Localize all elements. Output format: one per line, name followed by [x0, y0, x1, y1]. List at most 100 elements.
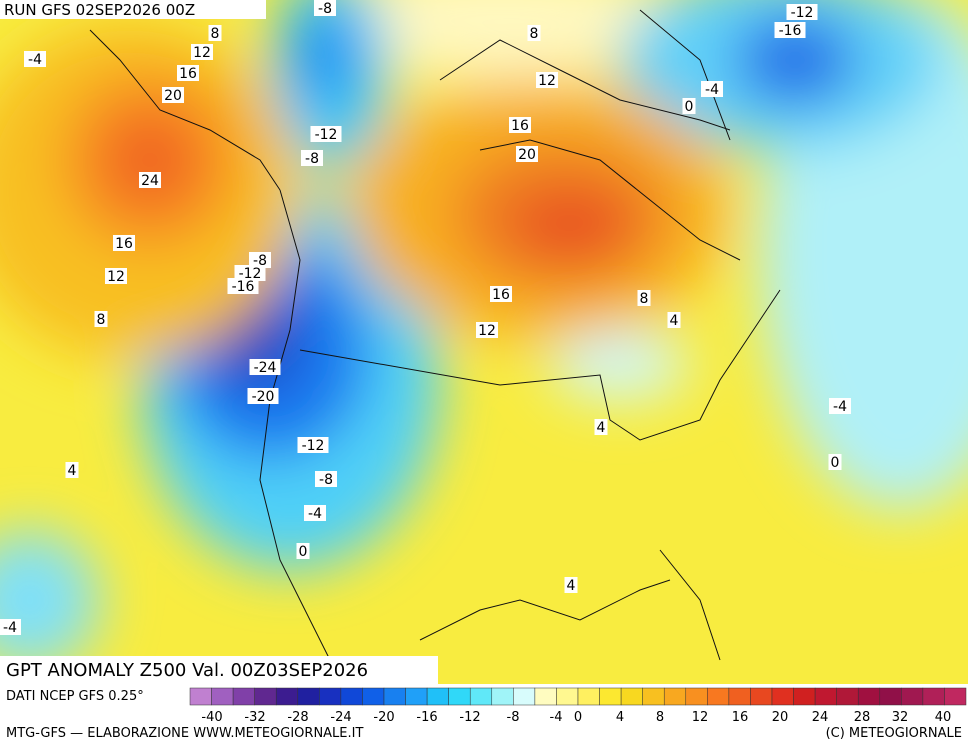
colorbar-swatch [728, 687, 751, 706]
contour-label: 12 [478, 323, 496, 339]
colorbar-label: -20 [373, 710, 394, 725]
contour-label: 0 [299, 544, 308, 560]
contour-label: -4 [28, 52, 42, 68]
colorbar-swatch [814, 687, 837, 706]
contour-label-bg [667, 312, 681, 328]
contour-label: -8 [319, 472, 333, 488]
colorbar-swatch [189, 687, 212, 706]
contour-label-bg [105, 268, 127, 284]
contour-label: -4 [833, 399, 847, 415]
colorbar-swatch [599, 687, 622, 706]
copyright: (C) METEOGIORNALE [826, 726, 962, 741]
contour-label-bg [828, 454, 842, 470]
contour-label: 12 [538, 73, 556, 89]
colorbar-swatch [685, 687, 708, 706]
colorbar-label: 32 [892, 710, 909, 725]
colorbar-swatch [750, 687, 773, 706]
colorbar-label: -24 [330, 710, 351, 725]
colorbar-swatch [556, 687, 579, 706]
colorbar-label: -16 [416, 710, 437, 725]
contour-label-bg [509, 117, 531, 133]
contour-label: -24 [254, 360, 277, 376]
contour-label-bg [65, 462, 79, 478]
colorbar-swatch [771, 687, 794, 706]
contour-label-bg [637, 290, 651, 306]
contour-label-bg [162, 87, 184, 103]
map: -881216202416128-4-12-8-8-12-16-24-20-12… [0, 0, 968, 684]
colorbar-label: 28 [854, 710, 871, 725]
contour-label-bg [476, 322, 498, 338]
colorbar-label: 12 [692, 710, 709, 725]
contour-label: -16 [779, 23, 802, 39]
contour-label-bg [234, 265, 266, 281]
contour-label-bg [774, 22, 806, 38]
contour-label: 8 [640, 291, 649, 307]
colorbar-label: 20 [772, 710, 789, 725]
colorbar-swatch [340, 687, 363, 706]
contour-label: -8 [305, 151, 319, 167]
colorbar-swatch [707, 687, 730, 706]
contour-label-bg [191, 44, 213, 60]
contour-label: 20 [164, 88, 182, 104]
colorbar-swatch [879, 687, 902, 706]
contour-label-bg [301, 150, 323, 166]
colorbar-swatch [254, 687, 277, 706]
colorbar-swatch [211, 687, 234, 706]
contour-label: -4 [3, 620, 17, 636]
contour-label-bg [247, 388, 279, 404]
colorbar-swatch [469, 687, 493, 706]
contour-label: 4 [670, 313, 679, 329]
contour-label-bg [786, 4, 818, 20]
colorbar-swatch [534, 687, 557, 706]
contour-label-bg [249, 252, 271, 268]
colorbar-label: -28 [287, 710, 308, 725]
colorbar-label: -12 [459, 710, 480, 725]
colorbar-swatch [513, 687, 536, 706]
contour-label: 16 [492, 287, 510, 303]
contour-label: -20 [252, 389, 275, 405]
contour-label-bg [0, 619, 21, 635]
map-title: GPT ANOMALY Z500 Val. 00Z03SEP2026 [6, 660, 368, 681]
colorbar-swatch [901, 687, 924, 706]
contour-label-bg [310, 126, 342, 142]
contour-label: 4 [597, 420, 606, 436]
colorbar-swatch [405, 687, 428, 706]
colorbar-label: 24 [812, 710, 829, 725]
colorbar-swatch [275, 687, 299, 706]
colorbar-swatch [793, 687, 816, 706]
colorbar-swatch [836, 687, 859, 706]
contour-label-bg [208, 25, 222, 41]
title-box [0, 656, 438, 684]
contour-label: 8 [97, 312, 106, 328]
contour-label: -4 [705, 82, 719, 98]
colorbar-swatch [944, 687, 967, 706]
contour-label-bg [297, 437, 329, 453]
colorbar-label: 8 [656, 710, 664, 725]
colorbar-swatch [319, 687, 342, 706]
colorbar-swatch [383, 687, 406, 706]
contour-label-bg [296, 543, 310, 559]
contour-label: 16 [115, 236, 133, 252]
contour-label: 12 [107, 269, 125, 285]
contour-label-bg [177, 65, 199, 81]
contour-label: -4 [308, 506, 322, 522]
contour-label: 20 [518, 147, 536, 163]
contour-label-bg [527, 25, 541, 41]
contour-label-bg [249, 359, 281, 375]
colorbar-swatch [232, 687, 255, 706]
contour-label-bg [594, 419, 608, 435]
contour-label-bg [315, 471, 337, 487]
colorbar-swatch [448, 687, 471, 706]
colorbar-swatch [297, 687, 320, 706]
contour-label: 16 [511, 118, 529, 134]
colorbar-label: -40 [201, 710, 222, 725]
contour-label-bg [94, 311, 108, 327]
contour-label: 24 [141, 173, 159, 189]
contour-label-bg [490, 286, 512, 302]
contour-label-bg [564, 577, 578, 593]
contour-label-bg [113, 235, 135, 251]
contour-label-bg [24, 51, 46, 67]
contour-label: 4 [68, 463, 77, 479]
contour-label: 8 [211, 26, 220, 42]
colorbar-swatch [577, 687, 600, 706]
